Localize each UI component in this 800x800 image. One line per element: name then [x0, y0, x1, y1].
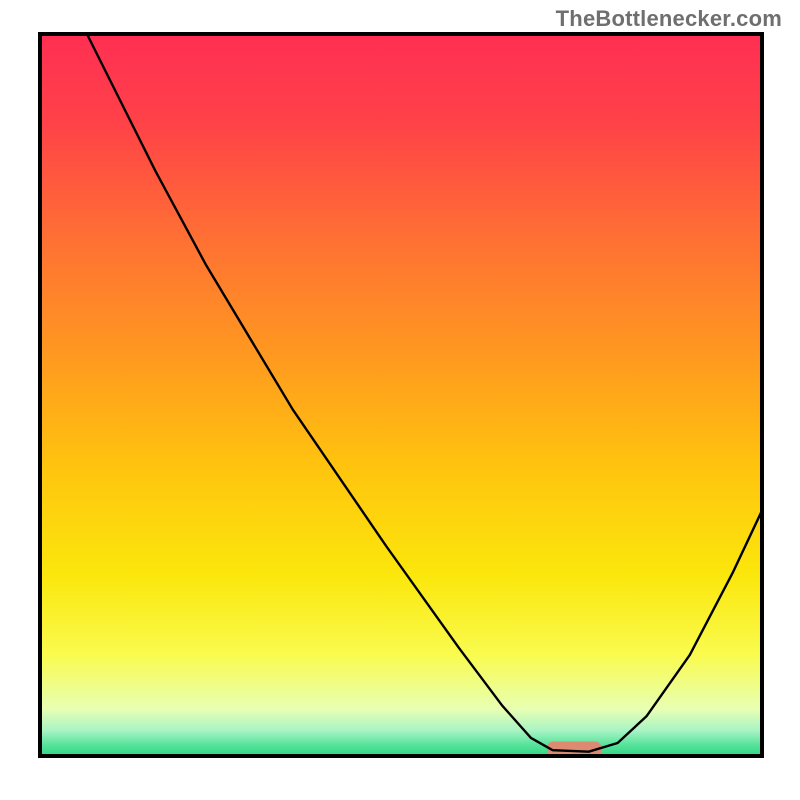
watermark-text: TheBottlenecker.com [556, 6, 782, 32]
bottleneck-chart-svg [0, 0, 800, 800]
chart-canvas: TheBottlenecker.com [0, 0, 800, 800]
plot-background [40, 34, 762, 756]
